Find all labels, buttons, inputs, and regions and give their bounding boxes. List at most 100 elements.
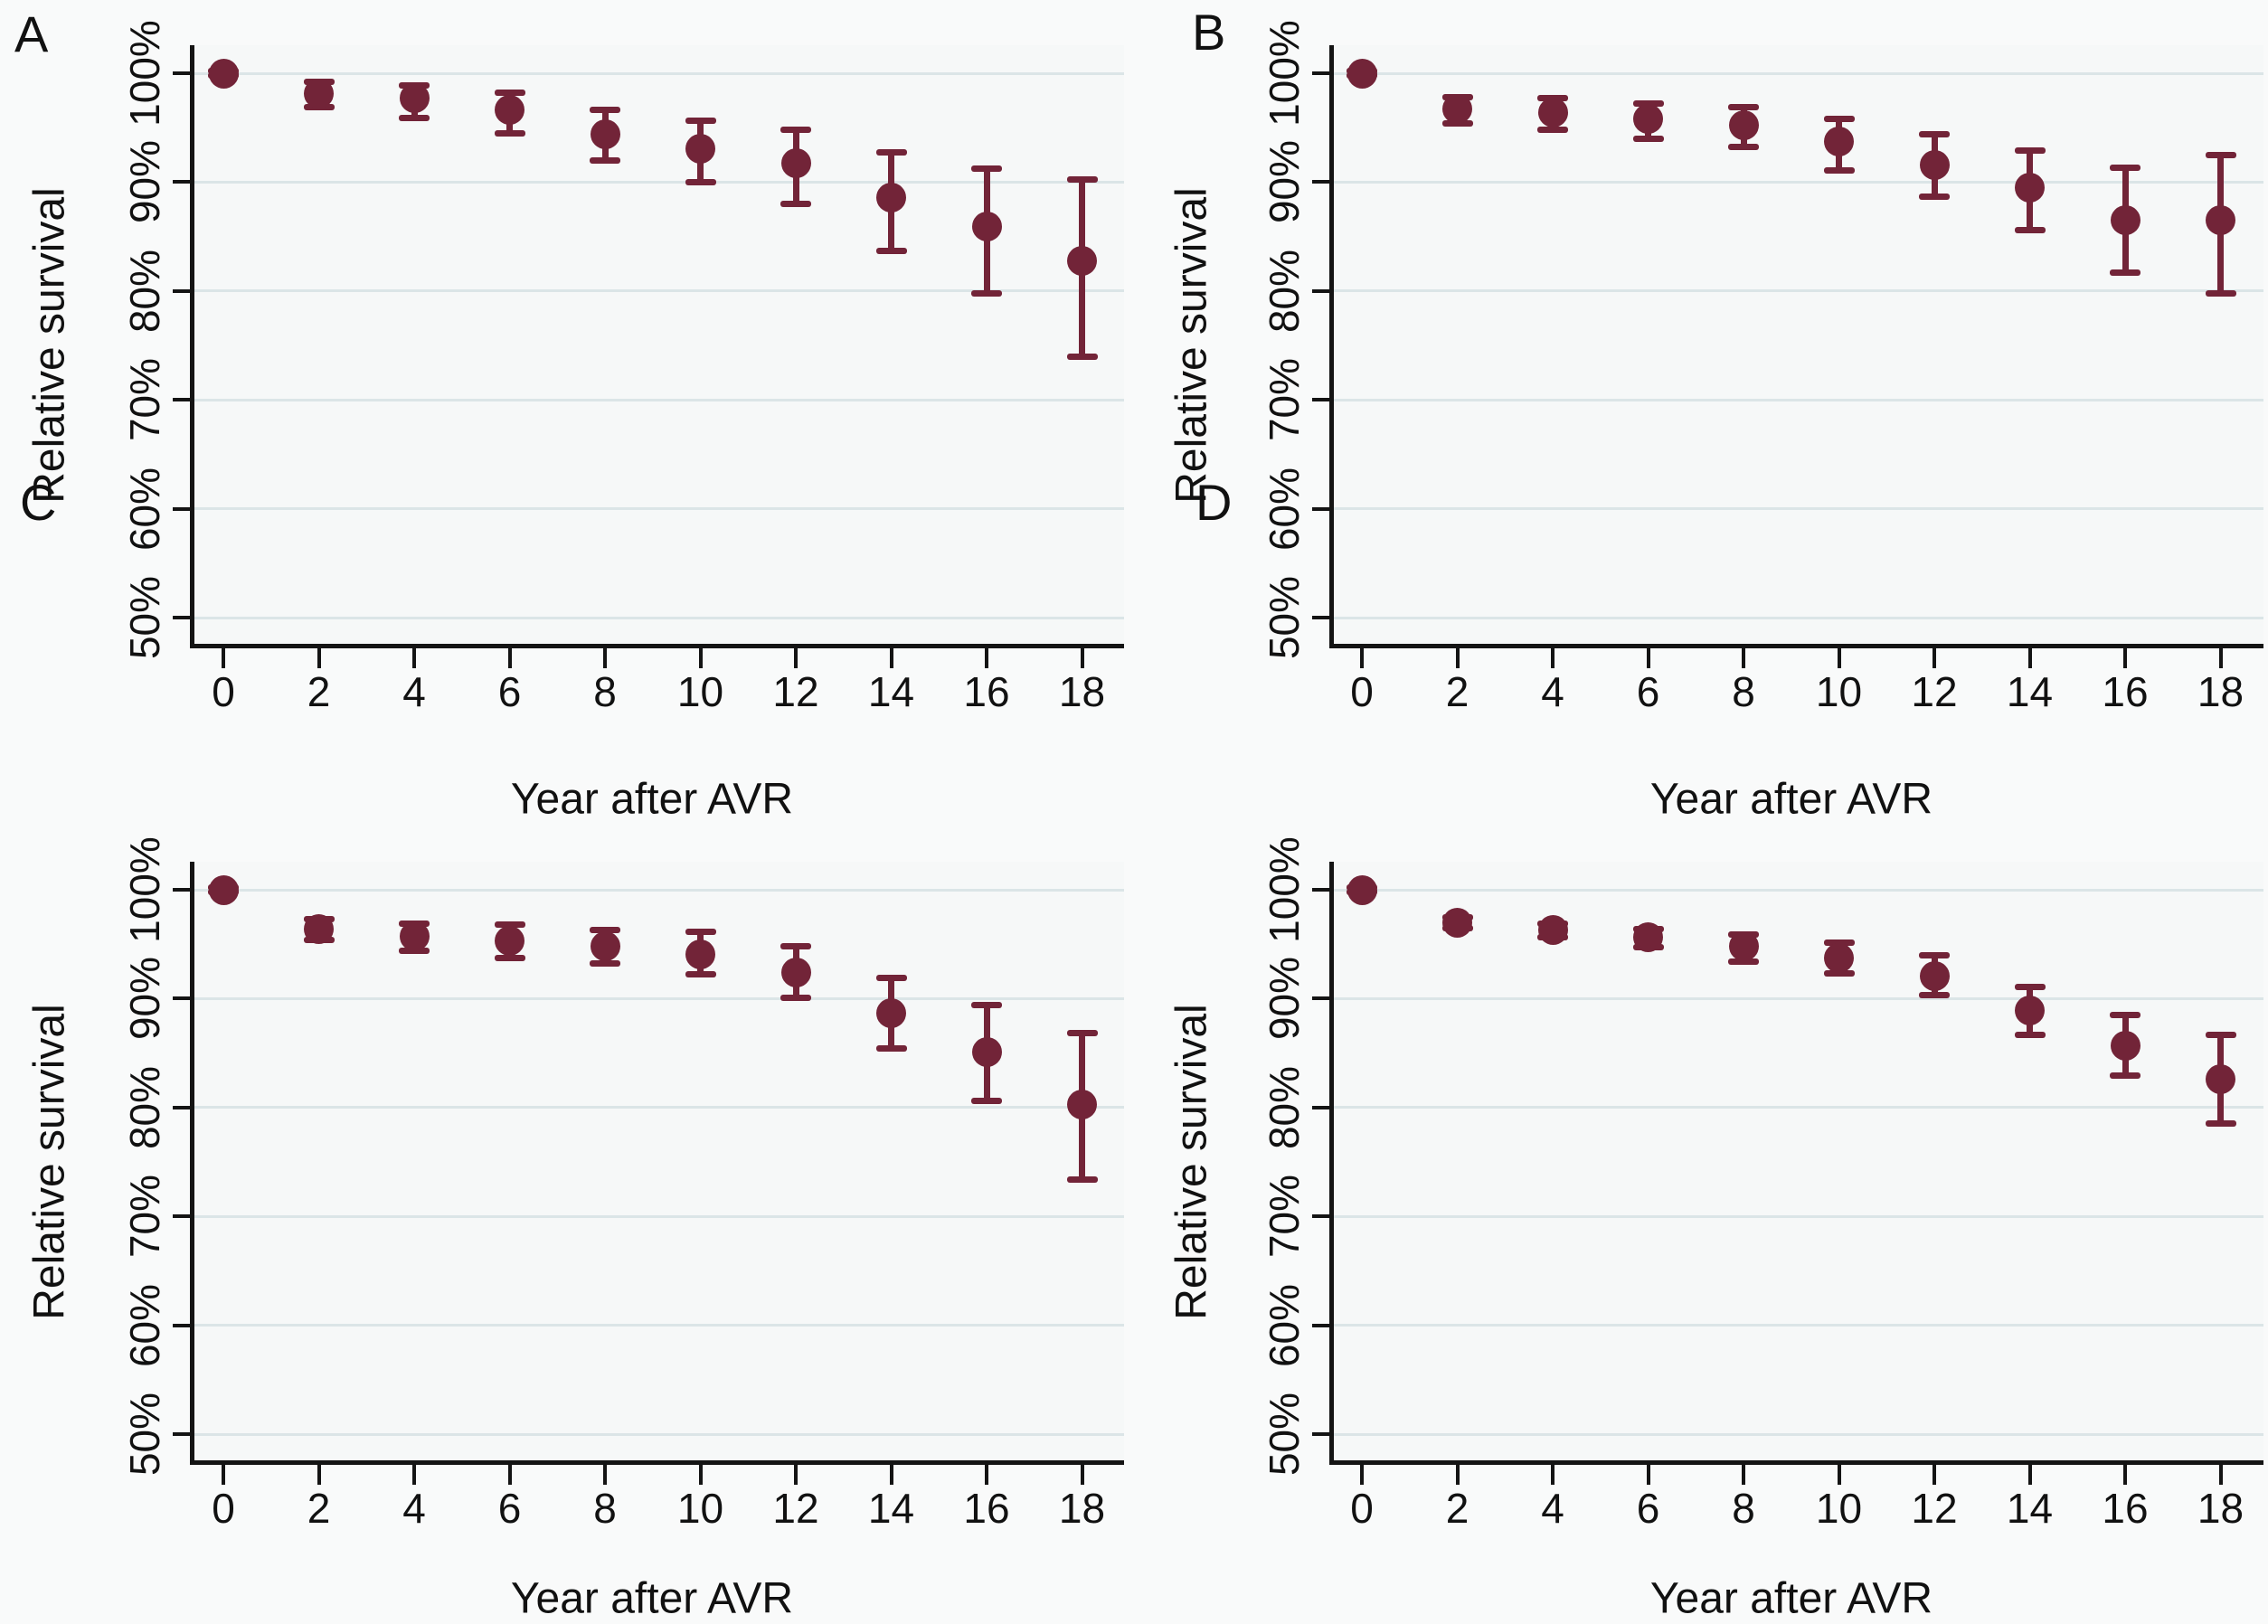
x-tick-label-year-0: 0 xyxy=(1350,1485,1374,1532)
x-tick-year-6 xyxy=(1646,648,1650,668)
ci-cap-lower xyxy=(1728,958,1759,965)
point-marker xyxy=(1347,58,1377,89)
gridline-90pct xyxy=(194,180,1124,184)
ci-cap-lower xyxy=(780,200,811,207)
x-tick-label-year-12: 12 xyxy=(772,668,819,715)
y-tick-label-70pct: 70% xyxy=(1261,1175,1308,1259)
x-tick-label-year-10: 10 xyxy=(1815,668,1863,715)
point-marker xyxy=(971,1036,1002,1067)
ci-cap-lower xyxy=(2205,289,2236,297)
gridline-100pct xyxy=(194,71,1124,75)
point-marker xyxy=(399,83,430,114)
x-tick-label-year-2: 2 xyxy=(307,1485,331,1532)
ci-cap-lower xyxy=(685,178,716,185)
point-marker xyxy=(2206,205,2235,236)
ci-cap-lower xyxy=(1066,353,1098,360)
x-tick-year-10 xyxy=(698,648,703,668)
point-marker xyxy=(876,182,906,212)
x-tick-label-year-14: 14 xyxy=(867,668,915,715)
y-tick-label-80pct: 80% xyxy=(121,1065,168,1149)
y-axis-line xyxy=(190,862,194,1460)
x-tick-year-4 xyxy=(1551,648,1555,668)
x-tick-year-12 xyxy=(1933,648,1936,668)
point-marker xyxy=(1067,245,1097,276)
ci-cap-upper xyxy=(2205,1031,2236,1038)
x-tick-year-14 xyxy=(889,648,893,668)
y-tick-50pct xyxy=(1312,616,1334,619)
y-tick-label-50pct: 50% xyxy=(121,1392,168,1477)
gridline-100pct xyxy=(194,888,1124,892)
y-tick-label-80pct: 80% xyxy=(1261,1065,1308,1149)
ci-cap-lower xyxy=(1537,127,1568,134)
x-tick-year-6 xyxy=(1646,1465,1650,1485)
point-marker xyxy=(1824,943,1854,974)
y-tick-label-90pct: 90% xyxy=(121,140,168,224)
y-axis-title-panel-c: Relative survival xyxy=(25,1004,74,1320)
x-tick-label-year-12: 12 xyxy=(1911,1485,1958,1532)
x-tick-year-0 xyxy=(222,648,225,668)
point-marker xyxy=(685,133,715,164)
ci-cap-upper xyxy=(2110,1011,2140,1018)
ci-cap-upper xyxy=(1066,1030,1098,1037)
x-tick-label-year-6: 6 xyxy=(497,668,522,715)
y-tick-70pct xyxy=(173,1214,194,1219)
gridline-70pct xyxy=(194,398,1124,401)
point-marker xyxy=(1633,104,1663,135)
y-tick-label-90pct: 90% xyxy=(1261,957,1308,1041)
x-tick-label-year-18: 18 xyxy=(2197,1485,2244,1532)
y-axis-title-panel-b: Relative survival xyxy=(1167,187,1216,504)
point-marker xyxy=(1919,149,1950,180)
ci-cap-upper xyxy=(2014,146,2046,154)
ci-cap-upper xyxy=(685,118,716,125)
point-marker xyxy=(495,926,524,957)
gridline-50pct xyxy=(194,616,1124,619)
y-axis-line xyxy=(1329,45,1334,644)
x-axis-title-panel-b: Year after AVR xyxy=(1649,775,1933,824)
ci-cap-lower xyxy=(875,1045,907,1053)
x-tick-year-12 xyxy=(794,648,798,668)
point-marker xyxy=(304,913,334,944)
x-tick-label-year-2: 2 xyxy=(1445,668,1469,715)
x-tick-year-14 xyxy=(889,1465,893,1485)
ci-cap-lower xyxy=(2014,226,2046,233)
ci-cap-upper xyxy=(2110,165,2140,172)
x-tick-year-0 xyxy=(1360,1465,1364,1485)
point-marker xyxy=(590,931,620,962)
ci-cap-lower xyxy=(590,156,620,164)
x-tick-year-10 xyxy=(698,1465,703,1485)
ci-cap-lower xyxy=(971,1098,1002,1105)
x-tick-year-6 xyxy=(507,648,512,668)
x-tick-label-year-2: 2 xyxy=(1445,1485,1469,1532)
point-marker xyxy=(876,997,906,1028)
y-tick-80pct xyxy=(173,1105,194,1109)
x-tick-label-year-12: 12 xyxy=(1911,668,1958,715)
x-tick-label-year-6: 6 xyxy=(1636,1485,1660,1532)
ci-cap-lower xyxy=(2014,1031,2046,1038)
x-tick-label-year-18: 18 xyxy=(1058,668,1106,715)
x-tick-label-year-8: 8 xyxy=(593,1485,617,1532)
x-tick-year-2 xyxy=(1455,648,1460,668)
ci-cap-lower xyxy=(875,247,907,254)
x-axis-line xyxy=(1329,644,2263,648)
gridline-60pct xyxy=(1334,507,2263,511)
ci-cap-lower xyxy=(399,114,430,121)
y-tick-80pct xyxy=(1312,1105,1334,1109)
x-tick-label-year-8: 8 xyxy=(1732,668,1755,715)
gridline-100pct xyxy=(1334,888,2263,892)
panel-label-b: B xyxy=(1192,4,1226,61)
y-axis-line xyxy=(190,45,194,644)
x-tick-year-4 xyxy=(412,1465,416,1485)
x-tick-year-10 xyxy=(1837,1465,1841,1485)
x-tick-year-0 xyxy=(222,1465,225,1485)
x-tick-year-8 xyxy=(1742,648,1745,668)
ci-cap-upper xyxy=(2205,151,2236,158)
ci-cap-lower xyxy=(2110,1072,2140,1080)
gridline-70pct xyxy=(194,1214,1124,1218)
point-marker xyxy=(2110,205,2140,236)
x-tick-label-year-10: 10 xyxy=(676,1485,724,1532)
point-marker xyxy=(1537,97,1568,127)
y-tick-100pct xyxy=(173,71,194,75)
ci-cap-lower xyxy=(494,129,525,137)
y-axis-title-panel-d: Relative survival xyxy=(1167,1004,1216,1320)
x-tick-year-8 xyxy=(603,1465,607,1485)
